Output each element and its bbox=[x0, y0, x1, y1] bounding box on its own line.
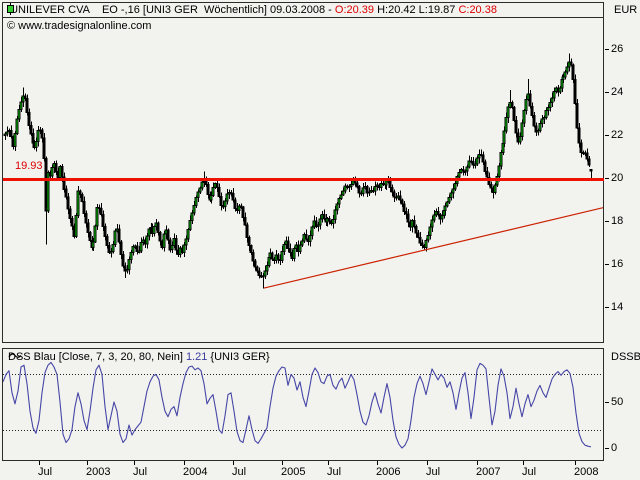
time-tick bbox=[134, 461, 135, 465]
indicator-tick-label: 0 bbox=[611, 442, 618, 454]
candlestick-icon bbox=[7, 3, 14, 15]
time-tick-label: Jul bbox=[232, 466, 247, 478]
indicator-current-value: 1.21 bbox=[185, 351, 208, 363]
price-tick-label: 16 bbox=[611, 258, 624, 270]
indicator-name-params: DSS Blau [Close, 7, 3, 20, 80, Nein] bbox=[8, 351, 186, 363]
price-chart-plot[interactable] bbox=[3, 3, 604, 343]
time-tick-label: 2005 bbox=[281, 466, 306, 478]
open-value: O:20.39 bbox=[334, 4, 375, 16]
price-tick bbox=[605, 306, 609, 308]
time-tick bbox=[377, 461, 378, 465]
time-tick-label: 2004 bbox=[183, 466, 208, 478]
price-tick-label: 20 bbox=[611, 172, 624, 184]
price-tick bbox=[605, 177, 609, 179]
support-line-label: 19.93 bbox=[15, 160, 43, 172]
time-tick-label: 2003 bbox=[86, 466, 111, 478]
price-tick-label: 22 bbox=[611, 129, 624, 141]
time-tick bbox=[87, 461, 88, 465]
price-axis-unit-label: EUR bbox=[614, 4, 638, 16]
rising-trendline bbox=[263, 207, 604, 289]
sine-wave-icon bbox=[8, 353, 22, 358]
instrument-details: EO -,16 [UNI3 GER Wöchentlich] 09.03.200… bbox=[101, 4, 335, 16]
time-tick-label: Jul bbox=[522, 466, 537, 478]
time-tick bbox=[282, 461, 283, 465]
indicator-title: DSS Blau [Close, 7, 3, 20, 80, Nein] 1.2… bbox=[8, 351, 270, 363]
time-tick bbox=[575, 461, 576, 465]
time-tick bbox=[477, 461, 478, 465]
indicator-axis-label: DSSB bbox=[611, 351, 640, 363]
watermark: © www.tradesignalonline.com bbox=[7, 20, 152, 32]
price-tick bbox=[605, 134, 609, 136]
time-tick bbox=[184, 461, 185, 465]
time-tick bbox=[523, 461, 524, 465]
indicator-tick-label: 50 bbox=[611, 396, 624, 408]
time-tick-label: 2008 bbox=[574, 466, 599, 478]
time-tick bbox=[233, 461, 234, 465]
price-tick-label: 18 bbox=[611, 215, 624, 227]
time-tick-label: 2007 bbox=[476, 466, 501, 478]
indicator-tick bbox=[605, 401, 609, 403]
time-tick bbox=[39, 461, 40, 465]
high-low-values: H:20.42 L:19.87 bbox=[374, 4, 459, 16]
price-tick-label: 26 bbox=[611, 43, 624, 55]
price-tick bbox=[605, 48, 609, 50]
dss-line bbox=[3, 361, 592, 449]
price-panel-frame bbox=[2, 2, 604, 343]
chart-title-bar: UNILEVER CVA EO -,16 [UNI3 GER Wöchentlic… bbox=[3, 3, 603, 18]
close-value: C:20.38 bbox=[458, 4, 497, 16]
price-tick bbox=[605, 91, 609, 93]
time-tick bbox=[328, 461, 329, 465]
price-tick-label: 14 bbox=[611, 301, 624, 313]
time-tick bbox=[427, 461, 428, 465]
time-tick-label: Jul bbox=[38, 466, 53, 478]
time-tick-label: 2006 bbox=[376, 466, 401, 478]
indicator-panel-frame bbox=[2, 348, 604, 461]
time-tick-label: Jul bbox=[327, 466, 342, 478]
indicator-tick bbox=[605, 447, 609, 449]
indicator-plot[interactable] bbox=[3, 349, 603, 460]
price-tick-label: 24 bbox=[611, 86, 624, 98]
symbol-name: UNILEVER CVA bbox=[10, 4, 90, 16]
price-tick bbox=[605, 220, 609, 222]
time-tick-label: Jul bbox=[133, 466, 148, 478]
time-tick-label: Jul bbox=[426, 466, 441, 478]
indicator-symbol-suffix: {UNI3 GER} bbox=[207, 351, 270, 363]
price-tick bbox=[605, 263, 609, 265]
candlesticks bbox=[3, 53, 593, 289]
